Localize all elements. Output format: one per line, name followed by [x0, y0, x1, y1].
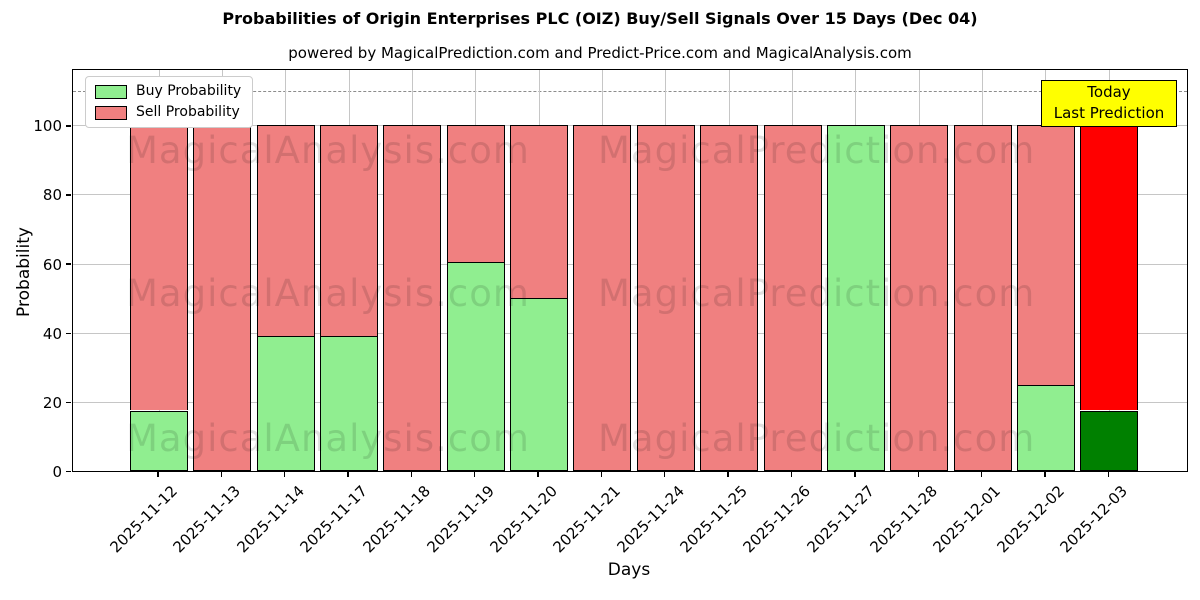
x-tick-mark — [284, 471, 286, 477]
bar-segment-buy — [130, 410, 188, 471]
legend-buy-swatch — [95, 84, 127, 99]
bar-segment-sell — [573, 125, 632, 471]
x-tick-mark — [664, 471, 666, 477]
watermark-text: MagicalAnalysis.com — [126, 272, 530, 315]
bar-segment-sell — [1080, 125, 1139, 411]
x-tick-label: 2025-11-12 — [106, 482, 181, 557]
chart-title: Probabilities of Origin Enterprises PLC … — [222, 9, 978, 28]
bar-segment-buy — [256, 336, 315, 471]
x-tick-mark — [917, 471, 919, 477]
x-tick-label: 2025-12-03 — [1056, 482, 1131, 557]
threshold-dashed-line — [73, 90, 1187, 92]
x-tick-mark — [410, 471, 413, 477]
x-tick-label: 2025-11-20 — [486, 482, 561, 557]
x-tick-mark — [537, 471, 539, 477]
x-tick-label: 2025-11-17 — [296, 482, 371, 557]
y-tick-mark — [66, 194, 71, 196]
x-tick-label: 2025-11-26 — [739, 482, 815, 557]
today-annotation-line1: Today — [1087, 83, 1131, 101]
watermark-text: MagicalAnalysis.com — [126, 417, 530, 460]
legend-entry-buy: Buy Probability — [95, 84, 241, 99]
bar-segment-buy — [1016, 384, 1075, 471]
x-tick-label: 2025-11-28 — [866, 482, 941, 557]
legend-sell-swatch — [95, 105, 127, 120]
x-tick-mark — [854, 471, 856, 477]
x-tick-label: 2025-11-25 — [676, 482, 751, 557]
y-tick-mark — [66, 470, 71, 473]
legend: Buy Probability Sell Probability — [85, 76, 254, 128]
bar-segment-sell — [700, 125, 759, 471]
x-tick-mark — [347, 471, 349, 477]
x-tick-label: 2025-11-18 — [359, 482, 435, 557]
bar-segment-buy — [446, 261, 505, 471]
legend-entry-sell: Sell Probability — [95, 105, 241, 120]
today-annotation-line2: Last Prediction — [1053, 104, 1165, 122]
bar-segment-sell — [953, 125, 1012, 471]
x-tick-mark — [600, 471, 603, 477]
bar-segment-sell — [890, 125, 949, 471]
y-tick-mark — [66, 263, 71, 265]
watermark-text: MagicalPrediction.com — [598, 417, 1036, 460]
x-tick-mark — [727, 471, 729, 477]
x-tick-label: 2025-12-01 — [929, 482, 1005, 557]
bar-segment-buy — [826, 125, 885, 471]
x-axis-label: Days — [607, 560, 651, 580]
watermark-text: MagicalAnalysis.com — [126, 129, 530, 172]
bar-segment-buy — [1080, 410, 1139, 471]
watermark-text: MagicalPrediction.com — [598, 272, 1036, 315]
bar-segment-sell — [446, 125, 505, 262]
x-tick-label: 2025-11-14 — [233, 482, 308, 557]
y-tick-label: 100 — [33, 117, 62, 136]
plot-area — [72, 69, 1188, 472]
x-tick-mark — [980, 471, 983, 477]
bar-segment-sell — [130, 125, 188, 411]
y-tick-label: 80 — [42, 186, 62, 205]
y-tick-mark — [66, 401, 71, 404]
bar-segment-sell — [383, 125, 442, 471]
bar-segment-buy — [320, 336, 379, 471]
y-tick-label: 40 — [42, 324, 62, 343]
watermark-text: MagicalPrediction.com — [598, 129, 1036, 172]
legend-buy-label: Buy Probability — [136, 83, 242, 99]
bar-segment-sell — [320, 125, 379, 337]
y-tick-mark — [66, 125, 71, 127]
bar-segment-sell — [763, 125, 822, 471]
x-tick-mark — [157, 471, 159, 477]
x-tick-label: 2025-11-21 — [549, 482, 625, 557]
x-tick-label: 2025-11-13 — [169, 482, 245, 557]
bar-segment-sell — [510, 125, 569, 299]
y-tick-label: 60 — [42, 255, 62, 274]
x-tick-label: 2025-11-24 — [613, 482, 688, 557]
x-tick-label: 2025-12-02 — [993, 482, 1068, 557]
x-tick-mark — [474, 471, 476, 477]
bar-segment-sell — [193, 125, 252, 471]
x-tick-label: 2025-11-19 — [423, 482, 498, 557]
bar-segment-sell — [256, 125, 315, 337]
y-tick-mark — [66, 332, 71, 334]
y-tick-label: 20 — [42, 393, 62, 412]
x-tick-label: 2025-11-27 — [803, 482, 878, 557]
x-tick-mark — [1044, 471, 1046, 477]
today-annotation: Today Last Prediction — [1041, 80, 1177, 127]
x-tick-mark — [790, 471, 793, 477]
bar-segment-sell — [1016, 125, 1075, 385]
bar-segment-sell — [636, 125, 695, 471]
x-tick-mark — [220, 471, 223, 477]
x-tick-mark — [1107, 471, 1109, 477]
bar-segment-buy — [510, 298, 569, 471]
legend-sell-label: Sell Probability — [136, 104, 240, 120]
chart-subtitle: powered by MagicalPrediction.com and Pre… — [288, 44, 912, 62]
y-tick-label: 0 — [52, 463, 62, 481]
